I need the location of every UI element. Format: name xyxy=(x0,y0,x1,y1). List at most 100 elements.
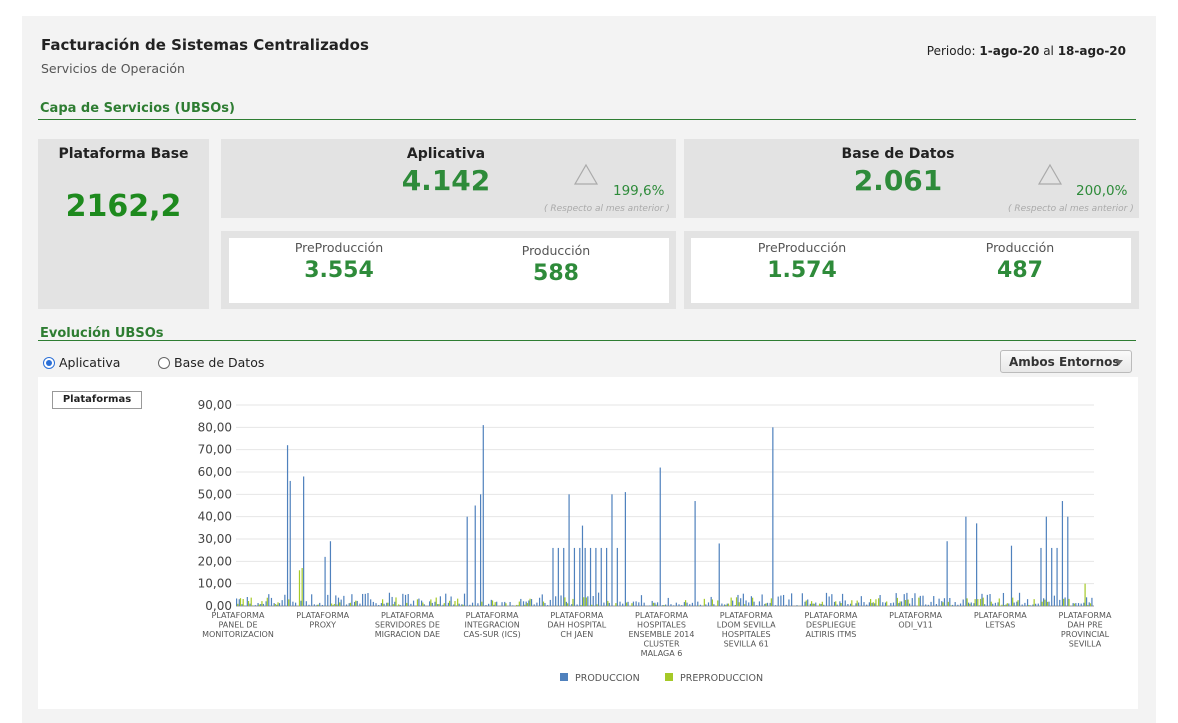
bar-produccion xyxy=(992,603,994,606)
bar-preproduccion xyxy=(615,603,617,606)
bar-preproduccion xyxy=(443,603,445,606)
bar-produccion xyxy=(828,596,830,606)
bar-produccion xyxy=(552,547,554,606)
radio-base-datos[interactable]: Base de Datos xyxy=(158,355,264,370)
bar-produccion xyxy=(281,600,283,606)
bar-produccion xyxy=(412,600,415,606)
y-tick-label: 0,00 xyxy=(205,599,232,613)
bar-preproduccion xyxy=(435,597,437,606)
bar-produccion xyxy=(686,602,688,606)
entornos-select[interactable]: Ambos Entornos xyxy=(1000,350,1132,373)
radio-aplicativa[interactable]: Aplicativa xyxy=(43,355,120,370)
bar-produccion xyxy=(638,602,640,606)
bar-produccion xyxy=(292,601,294,606)
x-category-label: PLATAFORMA xyxy=(212,611,265,620)
x-category-label: INTEGRACION xyxy=(464,621,519,630)
bar-produccion xyxy=(1032,604,1034,606)
bar-produccion xyxy=(429,601,431,606)
bar-produccion xyxy=(367,593,369,606)
bar-produccion xyxy=(723,604,726,606)
bar-produccion xyxy=(439,596,441,606)
trend-triangle-icon xyxy=(1037,163,1063,185)
bar-produccion xyxy=(919,595,921,606)
bar-produccion xyxy=(284,594,286,606)
bar-preproduccion xyxy=(331,603,333,606)
aplicativa-note: ( Respecto al mes anterior ) xyxy=(544,204,670,214)
radio-base-datos-indicator[interactable] xyxy=(158,356,170,369)
bar-preproduccion xyxy=(406,602,408,606)
y-tick-label: 60,00 xyxy=(198,465,232,479)
capa-section-title: Capa de Servicios (UBSOs) xyxy=(40,101,235,116)
bar-preproduccion xyxy=(596,604,598,606)
bar-preproduccion xyxy=(982,597,984,606)
x-category-label: DAH HOSPITAL xyxy=(547,621,606,630)
bar-preproduccion xyxy=(1087,605,1089,606)
bar-preproduccion xyxy=(625,602,628,606)
bar-produccion xyxy=(453,604,455,606)
bar-produccion xyxy=(855,603,857,606)
x-category-label: ALTIRIS ITMS xyxy=(805,630,856,639)
bar-preproduccion xyxy=(703,598,705,606)
bar-preproduccion xyxy=(454,601,456,606)
bar-produccion xyxy=(933,596,935,606)
bar-produccion xyxy=(463,593,466,606)
x-category-label: PLATAFORMA xyxy=(635,611,688,620)
bar-produccion xyxy=(348,603,350,606)
bar-produccion xyxy=(528,600,530,606)
bar-produccion xyxy=(404,594,407,606)
bar-preproduccion xyxy=(349,602,352,606)
bar-preproduccion xyxy=(735,597,738,606)
bar-preproduccion xyxy=(298,570,301,606)
x-category-label: HOSPITALES xyxy=(637,621,686,630)
bar-produccion xyxy=(386,602,388,606)
bar-produccion xyxy=(946,541,948,606)
bar-produccion xyxy=(911,598,913,606)
x-category-label: LETSAS xyxy=(985,621,1015,630)
bar-produccion xyxy=(833,601,836,606)
bar-produccion xyxy=(471,602,474,606)
bar-produccion xyxy=(549,599,551,606)
bar-preproduccion xyxy=(655,604,657,606)
bar-produccion xyxy=(353,601,356,606)
bar-produccion xyxy=(769,602,771,606)
bar-produccion xyxy=(482,425,484,606)
bar-preproduccion xyxy=(813,603,815,606)
chevron-down-icon[interactable] xyxy=(1115,360,1123,365)
bar-produccion xyxy=(303,476,305,606)
bar-produccion xyxy=(908,603,911,606)
radio-aplicativa-indicator[interactable] xyxy=(43,356,55,369)
base-datos-pre-label: PreProducción xyxy=(757,240,847,255)
bar-preproduccion xyxy=(438,604,440,606)
bar-produccion xyxy=(399,604,401,606)
bar-produccion xyxy=(1029,605,1031,606)
bar-preproduccion xyxy=(277,602,279,606)
bar-produccion xyxy=(965,516,967,606)
bar-produccion xyxy=(640,595,643,606)
bar-produccion xyxy=(606,547,608,606)
bar-produccion xyxy=(900,601,903,606)
bar-preproduccion xyxy=(1068,598,1070,606)
bar-produccion xyxy=(581,525,584,606)
y-tick-label: 90,00 xyxy=(198,398,232,412)
bar-produccion xyxy=(592,595,594,606)
bar-produccion xyxy=(375,603,377,606)
bar-produccion xyxy=(547,605,549,606)
bar-produccion xyxy=(812,603,814,606)
bar-produccion xyxy=(785,604,787,606)
bar-preproduccion xyxy=(765,603,767,606)
bar-produccion xyxy=(1040,547,1042,606)
bar-produccion xyxy=(608,602,610,606)
bar-produccion xyxy=(675,602,677,606)
bar-preproduccion xyxy=(947,601,949,606)
bar-produccion xyxy=(501,602,503,606)
bar-produccion xyxy=(951,604,954,606)
plataformas-button[interactable]: Plataformas xyxy=(52,391,142,409)
bar-produccion xyxy=(825,592,828,606)
bar-preproduccion xyxy=(505,603,507,606)
bar-produccion xyxy=(525,601,527,606)
bar-produccion xyxy=(362,593,364,606)
bar-produccion xyxy=(986,594,988,606)
bar-produccion xyxy=(383,603,385,606)
bar-preproduccion xyxy=(878,598,880,606)
x-category-label: PLATAFORMA xyxy=(804,611,857,620)
